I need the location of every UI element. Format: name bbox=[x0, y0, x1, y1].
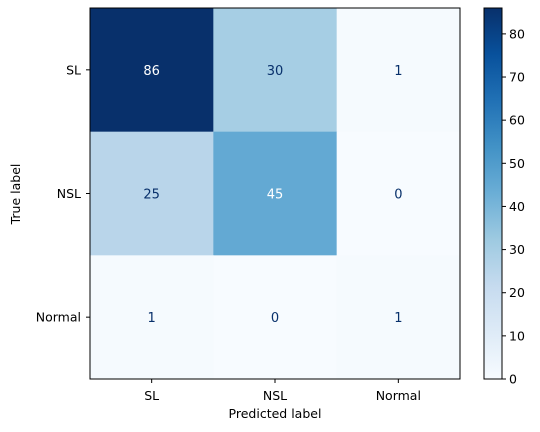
x-tick-label: Normal bbox=[376, 388, 421, 403]
colorbar-tick-label: 50 bbox=[509, 156, 525, 171]
matrix-cell-value: 1 bbox=[148, 311, 156, 326]
matrix-cell-value: 30 bbox=[267, 64, 284, 79]
matrix-cell-value: 0 bbox=[394, 188, 402, 203]
matrix-cell-value: 1 bbox=[394, 64, 402, 79]
x-axis-ticks: SL NSL Normal bbox=[144, 379, 421, 403]
colorbar-ticks: 0 10 20 30 40 50 60 70 80 bbox=[502, 26, 525, 386]
x-axis-label: Predicted label bbox=[229, 406, 322, 421]
matrix-cell-value: 1 bbox=[394, 311, 402, 326]
matrix-cell-value: 25 bbox=[143, 188, 160, 203]
colorbar bbox=[484, 8, 502, 379]
y-tick-label: Normal bbox=[36, 310, 81, 325]
colorbar-tick-label: 30 bbox=[509, 242, 525, 257]
y-axis-ticks: SL NSL Normal bbox=[36, 62, 90, 324]
colorbar-tick-label: 80 bbox=[509, 26, 525, 41]
y-axis-label: True label bbox=[8, 164, 23, 226]
matrix-cell-value: 0 bbox=[271, 311, 279, 326]
colorbar-tick-label: 20 bbox=[509, 285, 525, 300]
x-tick-label: NSL bbox=[263, 388, 287, 403]
y-tick-label: SL bbox=[66, 62, 81, 77]
colorbar-tick-label: 60 bbox=[509, 113, 525, 128]
colorbar-tick-label: 0 bbox=[509, 372, 517, 387]
colorbar-tick-label: 40 bbox=[509, 199, 525, 214]
matrix-cell-value: 45 bbox=[267, 188, 284, 203]
x-tick-label: SL bbox=[144, 388, 159, 403]
y-tick-label: NSL bbox=[57, 186, 81, 201]
matrix-cell-value: 86 bbox=[143, 64, 160, 79]
colorbar-tick-label: 70 bbox=[509, 70, 525, 85]
colorbar-tick-label: 10 bbox=[509, 328, 525, 343]
